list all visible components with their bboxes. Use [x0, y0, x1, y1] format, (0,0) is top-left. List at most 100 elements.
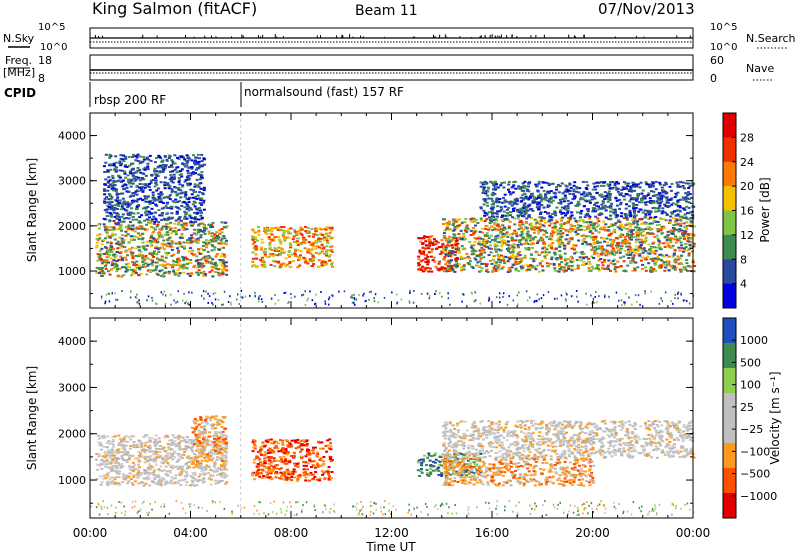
data-cell — [293, 254, 297, 257]
data-cell — [637, 238, 641, 241]
data-cell — [449, 255, 453, 258]
data-cell — [496, 224, 500, 227]
data-cell — [160, 269, 164, 272]
data-cell — [684, 246, 688, 249]
data-cell — [158, 171, 162, 174]
data-cell — [686, 239, 690, 242]
data-cell — [559, 268, 563, 271]
data-cell — [622, 260, 626, 263]
data-cell — [202, 186, 206, 189]
data-cell — [163, 181, 167, 184]
data-cell — [118, 246, 121, 249]
data-cell — [155, 245, 158, 248]
data-cell — [555, 188, 559, 191]
data-cell — [158, 170, 162, 173]
data-cell — [201, 222, 205, 225]
data-cell — [568, 183, 572, 186]
data-cell — [319, 232, 322, 235]
data-cell — [683, 209, 687, 211]
data-cell — [127, 190, 131, 193]
data-cell — [469, 229, 473, 232]
data-cell — [167, 218, 171, 221]
data-cell — [472, 232, 476, 235]
data-cell — [632, 207, 635, 210]
data-cell — [606, 194, 610, 197]
data-cell — [636, 220, 640, 223]
data-cell — [148, 203, 152, 206]
data-cell — [445, 261, 449, 264]
data-cell — [330, 226, 334, 229]
data-cell — [533, 228, 537, 231]
data-cell — [183, 180, 187, 183]
data-cell — [591, 207, 595, 209]
data-cell — [206, 240, 210, 242]
data-cell — [134, 272, 138, 274]
data-cell — [678, 257, 682, 260]
data-cell — [127, 180, 130, 183]
data-cell — [136, 226, 139, 229]
data-cell — [175, 436, 179, 439]
data-cell — [488, 296, 490, 299]
data-cell — [448, 241, 451, 244]
data-cell — [110, 246, 114, 248]
data-cell — [525, 242, 529, 244]
data-cell — [508, 191, 511, 193]
data-cell — [453, 263, 457, 266]
data-cell — [307, 235, 311, 238]
data-cell — [634, 241, 638, 244]
data-cell — [627, 205, 631, 208]
data-cell — [114, 189, 118, 192]
data-cell — [116, 247, 120, 250]
data-cell — [137, 255, 141, 258]
data-cell — [569, 201, 573, 204]
data-cell — [168, 194, 172, 197]
data-cell — [199, 214, 203, 217]
data-cell — [314, 303, 316, 306]
data-cell — [635, 245, 639, 248]
data-cell — [490, 210, 494, 213]
data-cell — [597, 220, 601, 223]
data-cell — [151, 179, 155, 181]
data-cell — [626, 232, 630, 235]
data-cell — [199, 199, 203, 202]
data-cell — [166, 182, 170, 185]
data-cell — [558, 198, 562, 201]
data-cell — [491, 194, 495, 197]
data-cell — [601, 264, 605, 267]
data-cell — [199, 258, 203, 261]
data-cell — [217, 268, 221, 271]
data-cell — [127, 266, 131, 269]
data-cell — [560, 182, 564, 185]
data-cell — [187, 198, 191, 201]
data-cell — [562, 270, 566, 273]
data-cell — [682, 299, 685, 302]
data-cell — [517, 239, 520, 242]
data-cell — [170, 245, 174, 248]
data-cell — [161, 159, 164, 162]
data-cell — [143, 457, 147, 460]
data-cell — [312, 245, 316, 248]
data-cell — [555, 221, 559, 224]
data-cell — [619, 201, 623, 204]
data-cell — [287, 254, 290, 256]
data-cell — [556, 183, 560, 186]
data-cell — [153, 173, 157, 176]
data-cell — [595, 222, 599, 225]
data-cell — [503, 233, 507, 236]
data-cell — [685, 221, 689, 224]
data-cell — [632, 254, 636, 257]
data-cell — [191, 291, 193, 294]
data-cell — [422, 252, 426, 255]
data-cell — [95, 237, 99, 240]
data-cell — [112, 228, 115, 231]
data-cell — [662, 184, 666, 187]
data-cell — [355, 298, 358, 301]
data-cell — [656, 207, 660, 210]
data-cell — [587, 226, 590, 229]
data-cell — [611, 253, 615, 256]
data-cell — [571, 198, 575, 201]
data-cell — [539, 236, 543, 239]
data-cell — [586, 208, 590, 210]
data-cell — [468, 263, 472, 266]
data-cell — [450, 265, 454, 268]
